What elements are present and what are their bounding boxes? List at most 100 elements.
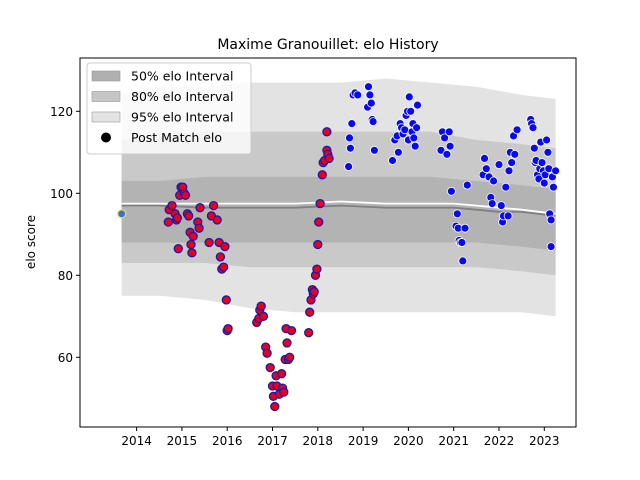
data-point bbox=[314, 217, 324, 227]
data-point bbox=[480, 153, 489, 163]
data-point bbox=[529, 143, 539, 153]
data-point bbox=[208, 200, 219, 211]
data-point bbox=[444, 127, 454, 137]
y-tick-label: 120 bbox=[50, 105, 73, 119]
data-point bbox=[285, 352, 295, 362]
data-point bbox=[279, 387, 289, 397]
data-point bbox=[324, 153, 334, 164]
data-point bbox=[507, 158, 517, 168]
data-point bbox=[188, 231, 198, 241]
data-point bbox=[304, 328, 314, 338]
y-tick-label: 100 bbox=[50, 187, 73, 201]
data-point bbox=[215, 252, 226, 262]
x-tick-label: 2019 bbox=[348, 434, 379, 448]
data-point bbox=[345, 143, 355, 153]
data-point bbox=[347, 119, 357, 128]
x-tick-label: 2015 bbox=[167, 434, 198, 448]
data-point bbox=[457, 238, 467, 247]
x-axis: 2014 2015 2016 2017 2018 2019 2020 2021 2022 2023 bbox=[121, 427, 560, 448]
data-point bbox=[442, 149, 452, 159]
data-point bbox=[195, 203, 205, 213]
data-point bbox=[458, 256, 468, 266]
initial-elo-point bbox=[117, 209, 127, 219]
data-point bbox=[440, 133, 450, 143]
data-point bbox=[404, 92, 414, 102]
data-point bbox=[393, 147, 403, 157]
data-point bbox=[286, 325, 297, 336]
post-match-points bbox=[117, 82, 560, 412]
legend-box bbox=[86, 62, 252, 155]
data-point bbox=[368, 117, 378, 126]
legend-label: Post Match elo bbox=[131, 130, 222, 145]
data-point bbox=[406, 106, 416, 116]
data-point bbox=[345, 133, 354, 143]
data-point bbox=[221, 295, 231, 305]
data-point bbox=[262, 348, 272, 358]
data-point bbox=[258, 311, 269, 321]
y-axis: 60 80 100 120 bbox=[50, 105, 80, 365]
data-point bbox=[400, 125, 410, 135]
legend-label: 95% elo Interval bbox=[131, 110, 233, 125]
legend-swatch-50 bbox=[91, 70, 121, 82]
data-point bbox=[487, 199, 497, 209]
data-point bbox=[276, 369, 287, 379]
data-point bbox=[187, 248, 197, 258]
data-point bbox=[313, 239, 323, 250]
legend-swatch-80 bbox=[91, 91, 121, 102]
data-point bbox=[265, 362, 275, 373]
data-point bbox=[184, 211, 194, 221]
data-point bbox=[542, 135, 551, 145]
data-point bbox=[194, 223, 204, 233]
data-point bbox=[282, 338, 292, 348]
x-tick-label: 2017 bbox=[257, 434, 288, 448]
data-point bbox=[173, 244, 183, 254]
data-point bbox=[180, 190, 191, 200]
data-point bbox=[309, 287, 319, 297]
data-point bbox=[409, 133, 419, 143]
legend: 50% elo Interval 80% elo Interval 95% elo … bbox=[86, 62, 252, 155]
data-point bbox=[369, 145, 379, 155]
data-point bbox=[172, 213, 183, 223]
data-point bbox=[445, 141, 455, 151]
data-point bbox=[481, 164, 491, 174]
data-point bbox=[446, 186, 456, 196]
band-50 bbox=[121, 176, 556, 251]
data-point bbox=[462, 180, 472, 190]
data-point bbox=[543, 147, 553, 157]
legend-swatch-95 bbox=[91, 111, 121, 123]
data-point bbox=[494, 160, 504, 170]
data-point bbox=[365, 90, 375, 100]
chart-title: Maxime Granouillet: elo History bbox=[217, 37, 438, 53]
data-point bbox=[312, 264, 322, 274]
x-tick-label: 2023 bbox=[529, 434, 560, 448]
y-axis-label: elo score bbox=[24, 215, 38, 269]
data-point bbox=[504, 166, 514, 176]
y-tick-label: 80 bbox=[58, 269, 73, 283]
x-tick-label: 2020 bbox=[393, 434, 424, 448]
data-point bbox=[496, 201, 506, 211]
axes-frame bbox=[79, 57, 577, 428]
data-point bbox=[501, 182, 511, 192]
data-point bbox=[218, 262, 229, 272]
x-tick-label: 2014 bbox=[121, 434, 152, 448]
data-point bbox=[452, 209, 462, 219]
data-point bbox=[489, 176, 499, 186]
x-tick-label: 2016 bbox=[212, 434, 243, 448]
x-tick-label: 2021 bbox=[438, 434, 469, 448]
data-point bbox=[270, 401, 280, 412]
x-tick-label: 2022 bbox=[484, 434, 515, 448]
data-point bbox=[212, 215, 222, 225]
legend-label: 50% elo Interval bbox=[131, 69, 233, 84]
data-point bbox=[256, 301, 266, 311]
data-point bbox=[410, 141, 420, 151]
data-point bbox=[344, 162, 354, 172]
data-point bbox=[388, 156, 397, 165]
data-point bbox=[322, 127, 332, 137]
data-point bbox=[510, 149, 520, 159]
data-point bbox=[549, 182, 558, 192]
data-point bbox=[551, 166, 560, 176]
data-point bbox=[546, 242, 556, 252]
data-point bbox=[163, 217, 173, 227]
data-point bbox=[512, 125, 522, 135]
